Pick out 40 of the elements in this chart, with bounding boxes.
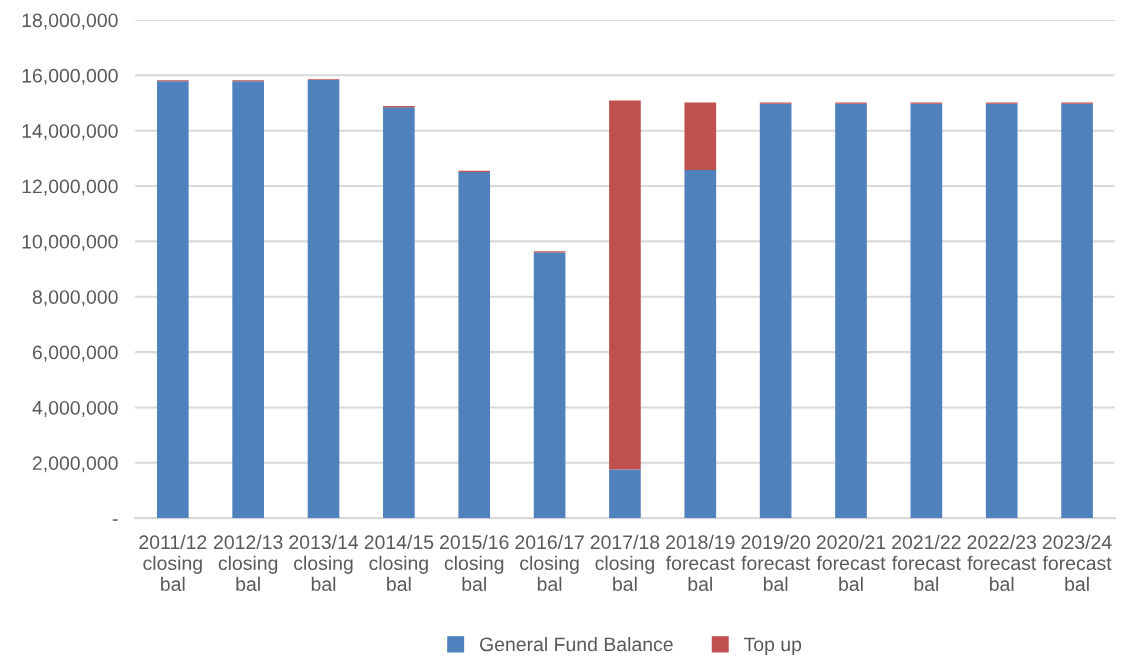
x-tick-label: 2019/20 forecast bal [741,534,811,591]
bar [1061,103,1093,519]
legend-label: General Fund Balance [480,636,673,652]
legend-label: Top up [744,637,802,656]
x-tick-label: 2021/22 forecast bal [892,534,961,591]
y-tick-label: - [112,519,118,521]
bar [609,100,641,470]
x-tick-label: 2011/12 closing bal [139,534,207,591]
bar [835,103,867,519]
x-tick-label: 2012/13 closing bal [213,534,283,591]
x-tick-label: 2020/21 forecast bal [816,534,886,591]
y-tick-label: 18,000,000 [22,13,118,30]
y-tick-label: 12,000,000 [22,179,118,196]
x-tick-label: 2013/14 closing bal [289,534,359,591]
y-tick-label: 10,000,000 [22,234,118,251]
bar [232,81,264,519]
bar [759,103,792,519]
bar [533,252,566,519]
bar [383,107,415,519]
y-tick-label: 2,000,000 [32,456,118,473]
bar [458,171,491,519]
bar [684,169,717,519]
bar [307,80,340,519]
x-tick-label: 2015/16 closing bal [440,534,509,591]
y-tick-label: 14,000,000 [22,124,118,141]
bar [985,103,1018,519]
y-tick-label: 8,000,000 [32,290,118,307]
bar [910,103,943,519]
bar [609,469,641,519]
x-tick-label: 2022/23 forecast bal [967,534,1037,591]
y-tick-label: 16,000,000 [22,68,118,85]
x-tick-label: 2023/24 forecast bal [1042,534,1112,591]
x-tick-label: 2017/18 closing bal [590,534,660,591]
bar [156,81,189,519]
x-tick-label: 2018/19 forecast bal [665,534,735,591]
y-tick-label: 6,000,000 [32,345,118,362]
x-tick-label: 2014/15 closing bal [364,534,434,591]
y-tick-label: 4,000,000 [32,400,118,417]
x-tick-label: 2016/17 closing bal [515,534,584,591]
bar [684,102,717,170]
